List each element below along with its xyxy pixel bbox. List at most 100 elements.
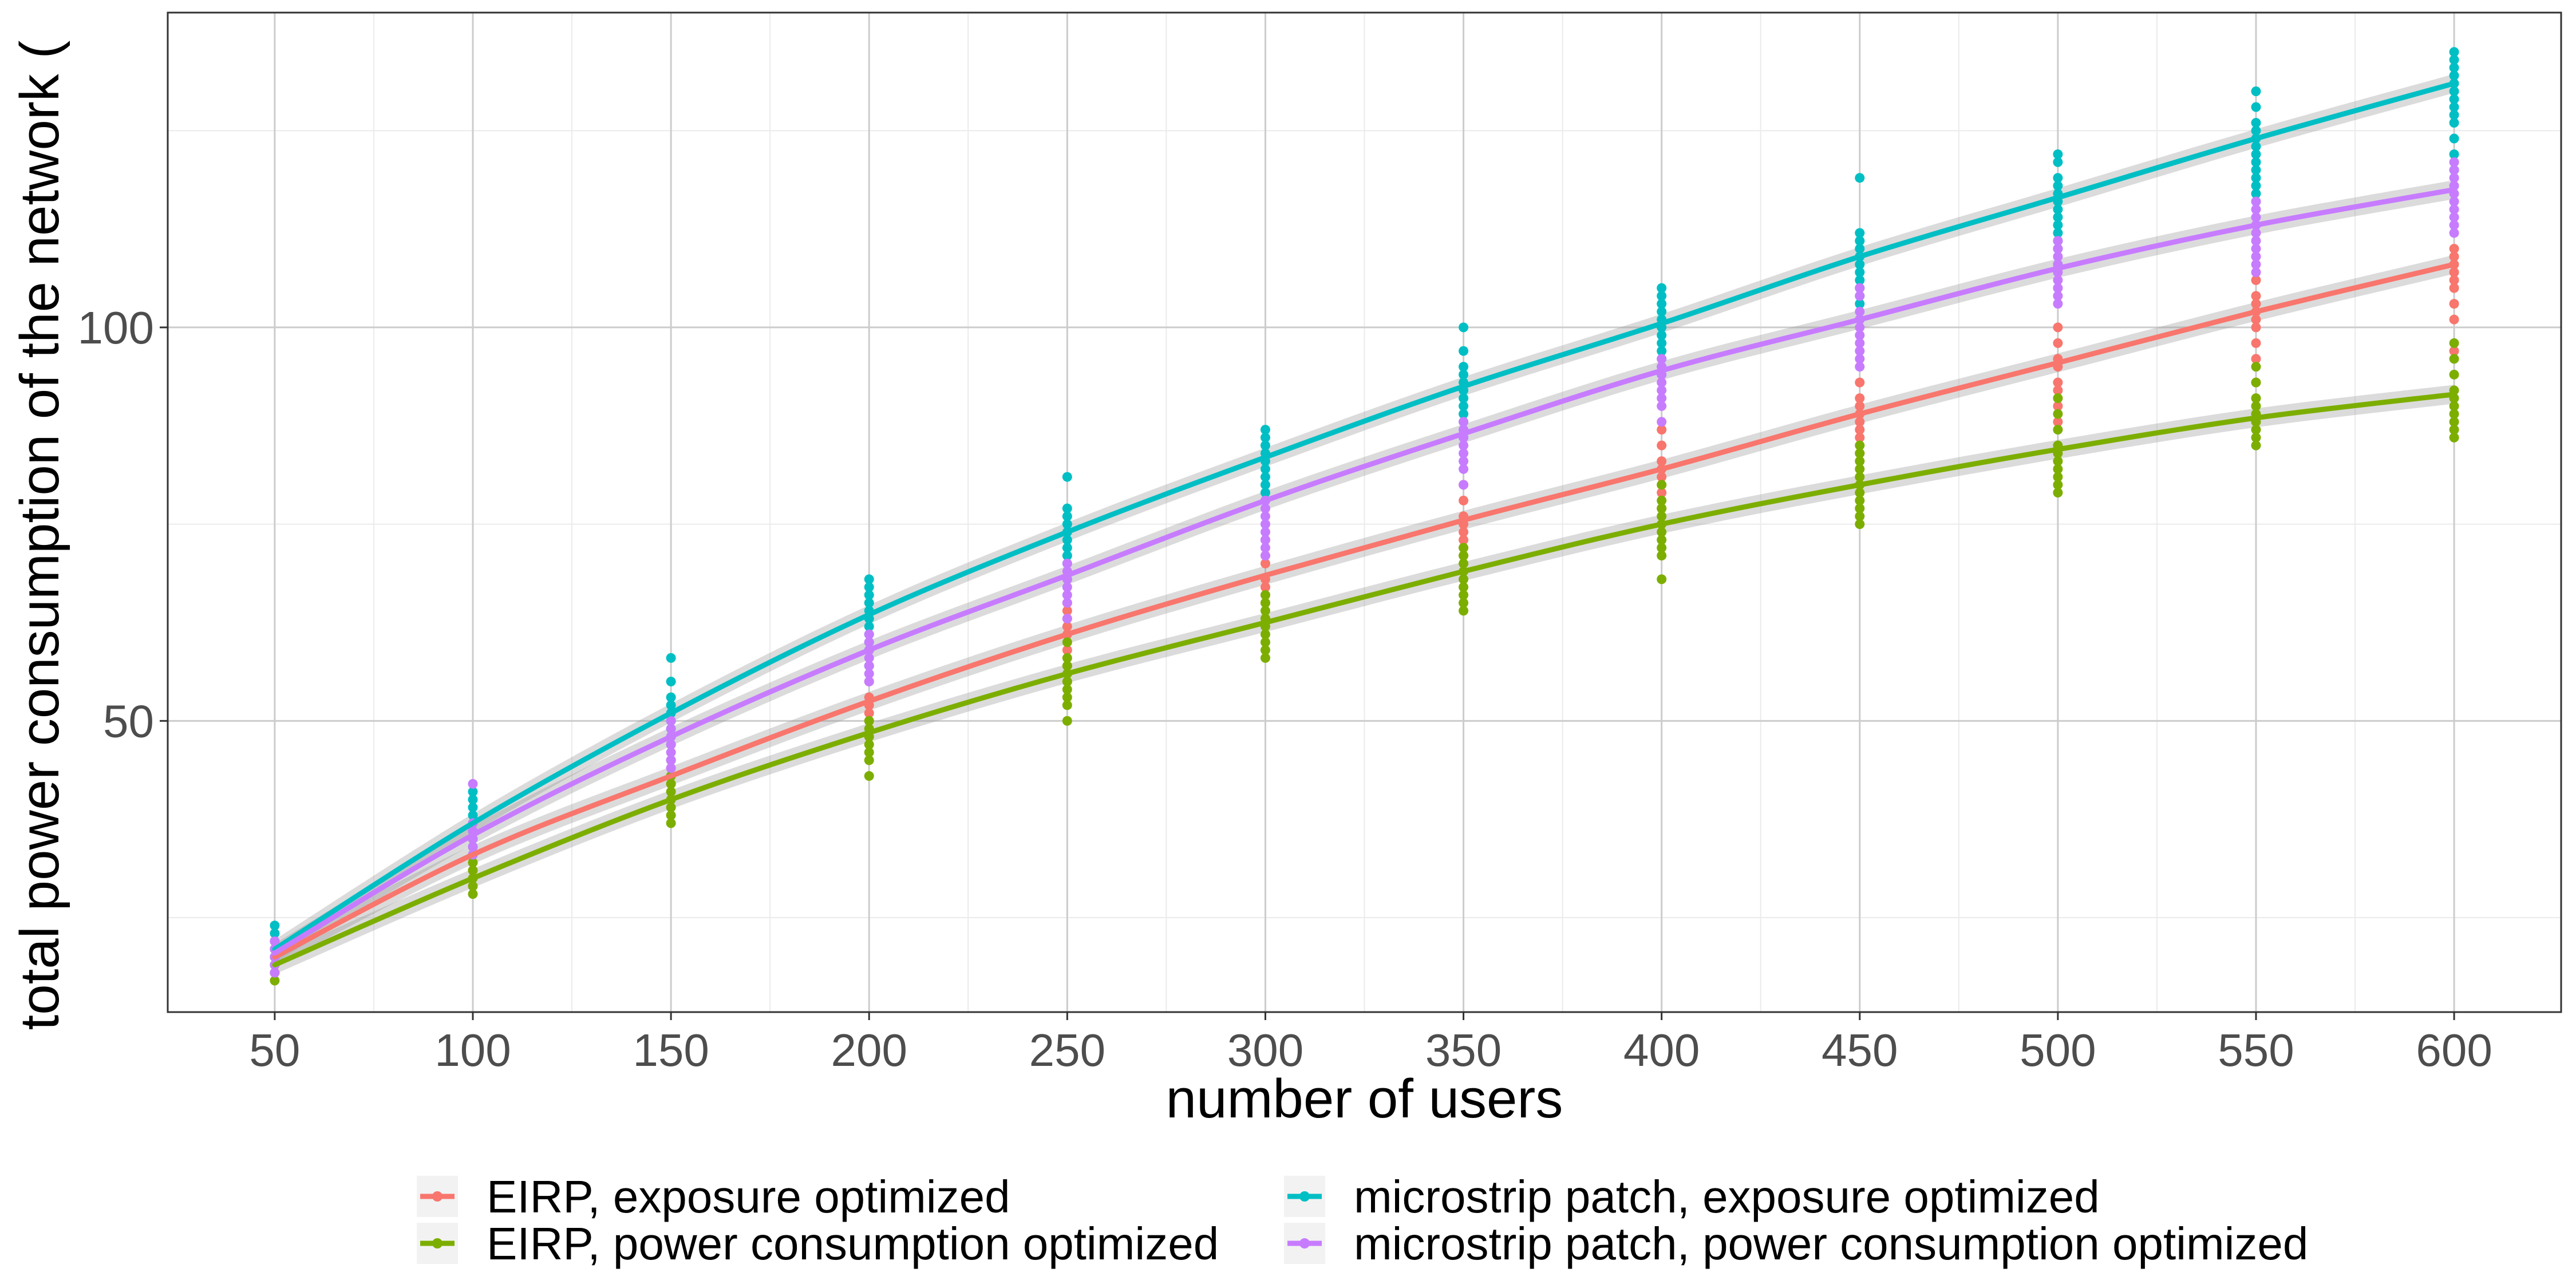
data-point — [2251, 117, 2261, 128]
data-point — [1657, 511, 1667, 521]
data-point — [2251, 228, 2261, 238]
data-point — [1657, 574, 1667, 584]
data-point — [666, 787, 676, 797]
data-point — [1855, 425, 1865, 435]
x-tick-label: 500 — [2020, 1025, 2096, 1076]
data-point — [1459, 369, 1469, 380]
data-point — [666, 803, 676, 813]
y-tick-label: 50 — [103, 696, 154, 746]
data-point — [1855, 503, 1865, 513]
x-tick-label: 550 — [2218, 1025, 2294, 1076]
data-point — [2251, 141, 2261, 152]
data-point — [864, 629, 874, 639]
data-point — [1657, 393, 1667, 404]
data-point — [1855, 401, 1865, 411]
data-point — [1062, 716, 1072, 726]
data-point — [1260, 488, 1270, 498]
data-point — [864, 637, 874, 647]
data-point — [2251, 354, 2261, 364]
data-point — [2251, 236, 2261, 246]
data-point — [1260, 645, 1270, 655]
data-point — [2053, 409, 2063, 419]
data-point — [2251, 86, 2261, 96]
data-point — [2449, 86, 2459, 96]
data-point — [1459, 393, 1469, 404]
data-point — [2449, 157, 2459, 167]
data-point — [1855, 346, 1865, 356]
data-point — [2251, 212, 2261, 222]
data-point — [2251, 125, 2261, 136]
data-point — [2449, 267, 2459, 278]
data-point — [1657, 535, 1667, 545]
data-point — [666, 747, 676, 757]
data-point — [864, 574, 874, 584]
data-point — [2053, 228, 2063, 238]
data-point — [1657, 299, 1667, 309]
data-point — [2449, 346, 2459, 356]
x-tick-label: 50 — [249, 1025, 300, 1076]
data-point — [1855, 377, 1865, 388]
data-point — [1459, 606, 1469, 616]
data-point — [1062, 543, 1072, 553]
data-point — [2053, 456, 2063, 467]
data-point — [2053, 464, 2063, 474]
data-point — [1062, 621, 1072, 631]
legend-key-point — [1299, 1238, 1310, 1249]
data-point — [1855, 362, 1865, 372]
data-point — [1260, 558, 1270, 568]
data-point — [666, 755, 676, 765]
data-point — [864, 708, 874, 718]
data-point — [2053, 173, 2063, 183]
data-point — [2449, 243, 2459, 254]
data-point — [2251, 338, 2261, 348]
data-point — [1459, 495, 1469, 505]
data-point — [2251, 173, 2261, 183]
data-point — [1062, 614, 1072, 624]
data-point — [864, 653, 874, 663]
data-point — [1855, 228, 1865, 238]
data-point — [1062, 519, 1072, 530]
data-point — [1459, 590, 1469, 600]
data-point — [1260, 535, 1270, 545]
data-point — [864, 740, 874, 750]
data-point — [864, 747, 874, 757]
data-point — [666, 818, 676, 828]
data-point — [1062, 472, 1072, 482]
data-point — [2251, 291, 2261, 301]
x-tick-label: 200 — [831, 1025, 907, 1076]
data-point — [2251, 267, 2261, 278]
data-point — [1657, 472, 1667, 482]
data-point — [1062, 606, 1072, 616]
data-point — [1260, 637, 1270, 647]
data-point — [2251, 196, 2261, 207]
data-point — [2053, 338, 2063, 348]
data-point — [1657, 527, 1667, 537]
data-point — [1855, 393, 1865, 404]
data-point — [2251, 275, 2261, 285]
data-point — [1062, 692, 1072, 702]
fit-lines — [272, 81, 2457, 967]
data-point — [1855, 267, 1865, 278]
data-point — [1062, 558, 1072, 568]
data-point — [1260, 527, 1270, 537]
data-point — [2251, 299, 2261, 309]
data-point — [2449, 275, 2459, 285]
data-point — [666, 763, 676, 773]
data-point — [1260, 519, 1270, 530]
data-point — [1657, 425, 1667, 435]
panel-border — [167, 11, 2562, 1013]
data-point — [1459, 346, 1469, 356]
legend-key-point — [1299, 1191, 1310, 1202]
data-point — [1260, 425, 1270, 435]
data-point — [1459, 464, 1469, 474]
data-point — [1855, 275, 1865, 285]
data-point — [2053, 180, 2063, 191]
data-point — [2251, 425, 2261, 435]
data-point — [1260, 432, 1270, 442]
data-point — [2449, 47, 2459, 57]
data-point — [666, 740, 676, 750]
data-point — [1855, 291, 1865, 301]
data-point — [1657, 401, 1667, 411]
